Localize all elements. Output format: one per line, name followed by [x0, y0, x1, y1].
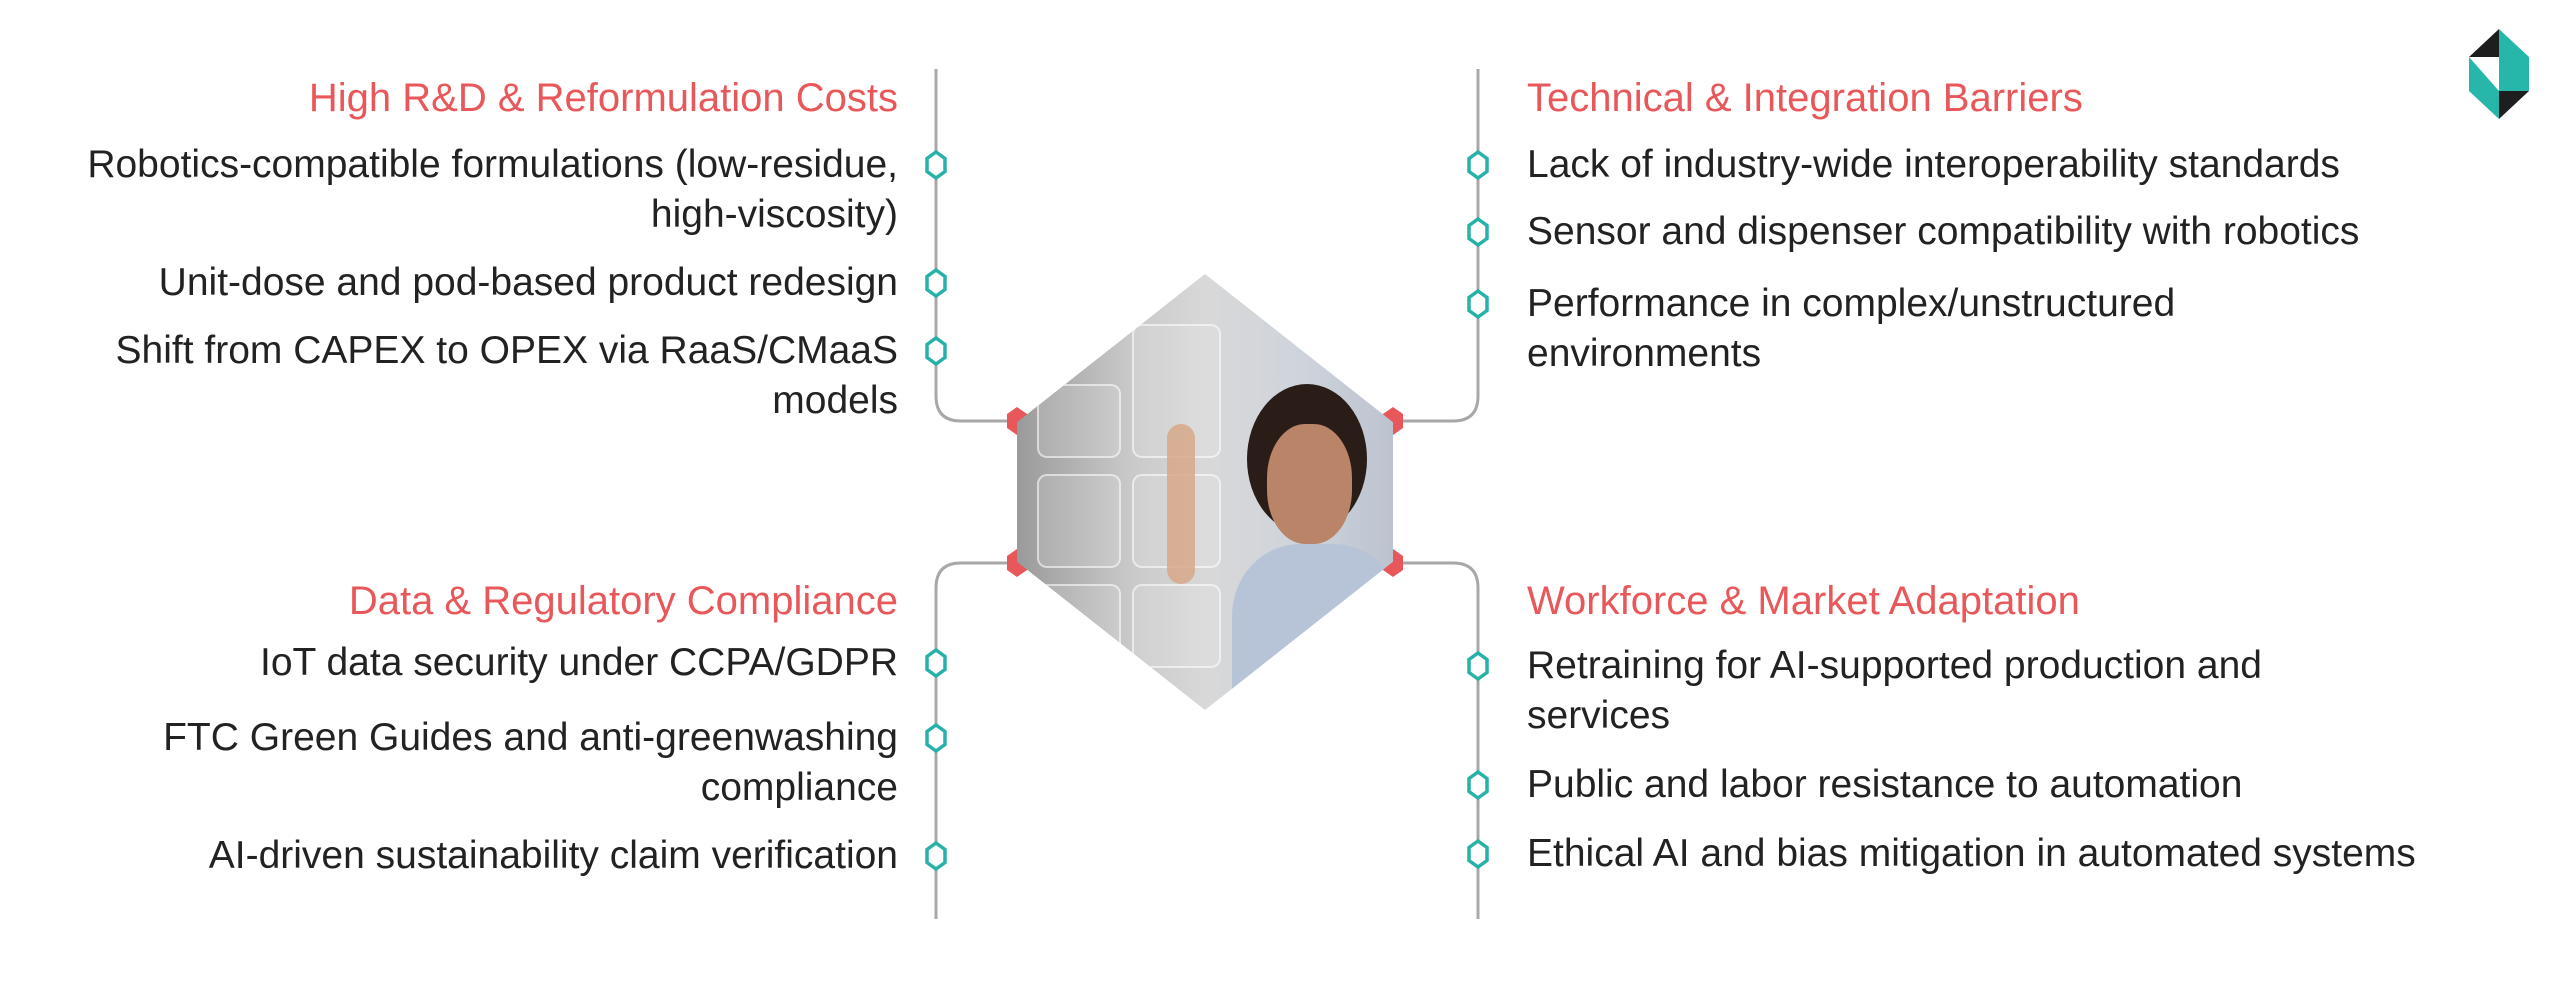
teal-node-icon: [1467, 149, 1489, 181]
list-item: Sensor and dispenser compatibility with …: [1527, 210, 2360, 253]
list-item: IoT data security under CCPA/GDPR: [260, 641, 898, 684]
list-item: Performance in complex/unstructured envi…: [1527, 282, 2176, 375]
list-item: AI-driven sustainability claim verificat…: [208, 834, 898, 877]
list-item: Public and labor resistance to automatio…: [1527, 763, 2243, 806]
line-bottom-right: [1393, 561, 1480, 919]
list-item: Shift from CAPEX to OPEX via RaaS/CMaaS …: [115, 329, 898, 422]
list-item: Lack of industry-wide interoperability s…: [1527, 143, 2340, 186]
list-item: Unit-dose and pod-based product redesign: [158, 261, 898, 304]
list-item: FTC Green Guides and anti-greenwashing c…: [163, 716, 898, 809]
teal-node-icon: [925, 840, 947, 872]
teal-node-icon: [1467, 650, 1489, 682]
heading-bottom-left: Data & Regulatory Compliance: [348, 579, 898, 623]
teal-node-icon: [1467, 288, 1489, 320]
brand-logo: [2469, 29, 2529, 119]
heading-bottom-right: Workforce & Market Adaptation: [1527, 579, 2080, 623]
list-item: Robotics-compatible formulations (low-re…: [87, 143, 898, 236]
heading-top-right: Technical & Integration Barriers: [1527, 76, 2083, 120]
teal-node-icon: [1467, 838, 1489, 870]
teal-node-icon: [925, 647, 947, 679]
teal-node-icon: [925, 267, 947, 299]
teal-node-icon: [925, 722, 947, 754]
teal-node-icon: [1467, 769, 1489, 801]
teal-node-icon: [925, 149, 947, 181]
line-bottom-left: [934, 561, 1017, 919]
list-item: Ethical AI and bias mitigation in automa…: [1527, 832, 2416, 875]
line-top-left: [934, 69, 1017, 423]
list-item: Retraining for AI-supported production a…: [1527, 644, 2262, 737]
teal-node-icon: [925, 335, 947, 367]
teal-node-icon: [1467, 216, 1489, 248]
line-top-right: [1393, 69, 1480, 423]
heading-top-left: High R&D & Reformulation Costs: [308, 76, 898, 120]
